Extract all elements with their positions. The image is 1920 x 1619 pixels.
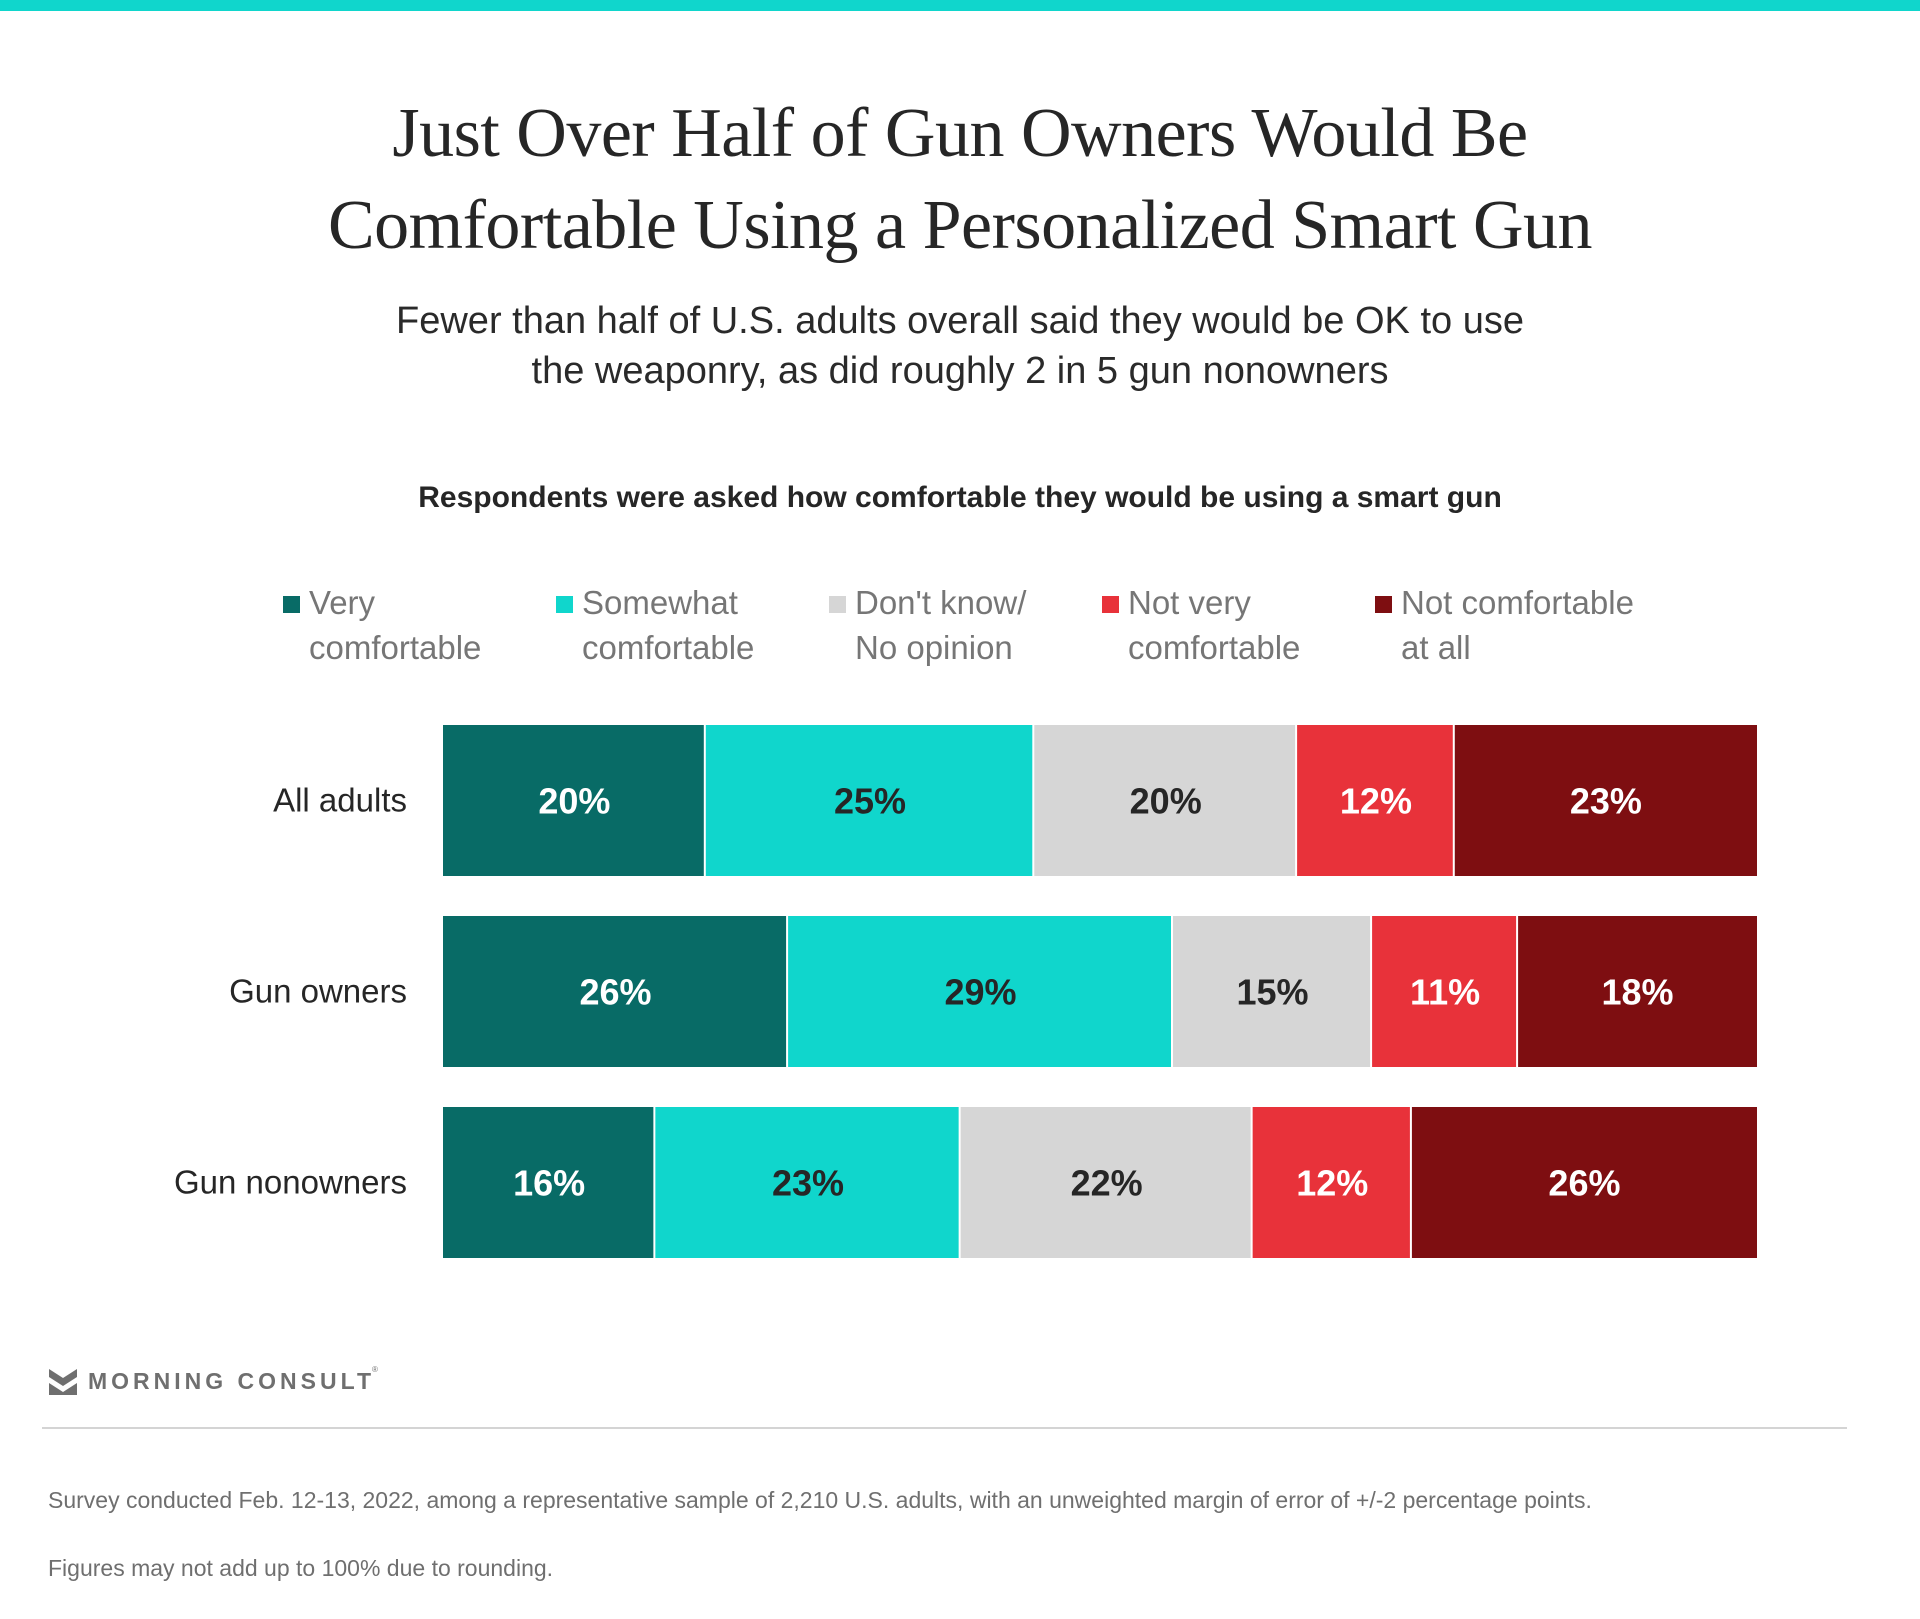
data-label: 12% bbox=[1296, 1163, 1368, 1204]
data-label: 25% bbox=[834, 781, 906, 822]
data-label: 15% bbox=[1237, 972, 1309, 1013]
data-label: 26% bbox=[1548, 1163, 1620, 1204]
title-line-1: Just Over Half of Gun Owners Would Be bbox=[392, 95, 1528, 172]
bar-segment-not-very-comfortable bbox=[1372, 916, 1517, 1067]
bar-segment-don-t-know-no-opinion bbox=[1034, 725, 1296, 876]
bar-segment-not-comfortable-at-all bbox=[1411, 1107, 1757, 1258]
accent-top-bar bbox=[0, 0, 1920, 11]
registered-mark: ® bbox=[372, 1365, 378, 1374]
legend-label: Not comfortable at all bbox=[1401, 584, 1634, 666]
legend-swatch-very-comfortable bbox=[283, 596, 300, 613]
category-label: All adults bbox=[273, 782, 407, 819]
bar-row-all-adults: All adults 20% 25% 20% 12% 23% bbox=[273, 725, 1757, 876]
legend-label: Not very comfortable bbox=[1128, 584, 1301, 666]
bar-segment-somewhat-comfortable bbox=[655, 1107, 959, 1258]
legend-swatch-not-comfortable-at-all bbox=[1375, 596, 1392, 613]
footnote: Survey conducted Feb. 12-13, 2022, among… bbox=[48, 1449, 1592, 1619]
data-label: 23% bbox=[772, 1163, 844, 1204]
bar-segment-somewhat-comfortable bbox=[705, 725, 1033, 876]
data-label: 18% bbox=[1602, 972, 1674, 1013]
data-label: 22% bbox=[1071, 1163, 1143, 1204]
bar-row-gun-nonowners: Gun nonowners 16% 23% 22% 12% 26% bbox=[174, 1107, 1757, 1258]
data-label: 12% bbox=[1340, 781, 1412, 822]
bar-segment-don-t-know-no-opinion bbox=[960, 1107, 1251, 1258]
bar-segment-very-comfortable bbox=[443, 916, 787, 1067]
bar-segment-not-comfortable-at-all bbox=[1518, 916, 1757, 1067]
data-label: 11% bbox=[1410, 972, 1480, 1013]
data-label: 20% bbox=[538, 781, 610, 822]
title-line-2: Comfortable Using a Personalized Smart G… bbox=[327, 187, 1593, 264]
footnote-line-1: Survey conducted Feb. 12-13, 2022, among… bbox=[48, 1487, 1592, 1513]
data-label: 23% bbox=[1570, 781, 1642, 822]
legend-label: Don't know/ No opinion bbox=[855, 584, 1027, 666]
data-label: 16% bbox=[513, 1163, 585, 1204]
data-label: 26% bbox=[580, 972, 652, 1013]
subtitle-line-2: the weaponry, as did roughly 2 in 5 gun … bbox=[531, 350, 1389, 392]
brand-name: MORNING CONSULT bbox=[88, 1368, 376, 1394]
bar-segment-not-very-comfortable bbox=[1252, 1107, 1410, 1258]
legend-swatch-somewhat-comfortable bbox=[556, 596, 573, 613]
data-label: 29% bbox=[945, 972, 1017, 1013]
chart-subtitle: Fewer than half of U.S. adults overall s… bbox=[0, 296, 1920, 396]
footnote-line-2: Figures may not add up to 100% due to ro… bbox=[48, 1555, 554, 1581]
bar-segment-not-comfortable-at-all bbox=[1454, 725, 1757, 876]
category-label: Gun owners bbox=[229, 973, 407, 1010]
bar-segment-very-comfortable bbox=[443, 725, 704, 876]
bar-segment-somewhat-comfortable bbox=[788, 916, 1171, 1067]
morning-consult-logo-icon bbox=[49, 1369, 77, 1395]
legend-label: Somewhat comfortable bbox=[582, 584, 755, 666]
chart-question-heading: Respondents were asked how comfortable t… bbox=[418, 481, 1502, 514]
category-label: Gun nonowners bbox=[174, 1164, 407, 1201]
legend: Very comfortable Somewhat comfortable Do… bbox=[0, 580, 1920, 670]
legend-label: Very comfortable bbox=[309, 584, 482, 666]
bar-segment-very-comfortable bbox=[443, 1107, 654, 1258]
bar-segment-not-very-comfortable bbox=[1297, 725, 1453, 876]
bar-row-gun-owners: Gun owners 26% 29% 15% 11% 18% bbox=[229, 916, 1757, 1067]
legend-swatch-dont-know bbox=[829, 596, 846, 613]
footer-divider bbox=[42, 1427, 1847, 1429]
bar-segment-don-t-know-no-opinion bbox=[1173, 916, 1371, 1067]
data-label: 20% bbox=[1130, 781, 1202, 822]
stacked-bar-chart: All adults 20% 25% 20% 12% 23% Gun owners 26% 29… bbox=[174, 725, 1757, 1258]
chart-title: Just Over Half of Gun Owners Would Be Co… bbox=[0, 88, 1920, 272]
legend-swatch-not-very-comfortable bbox=[1102, 596, 1119, 613]
subtitle-line-1: Fewer than half of U.S. adults overall s… bbox=[396, 300, 1524, 342]
